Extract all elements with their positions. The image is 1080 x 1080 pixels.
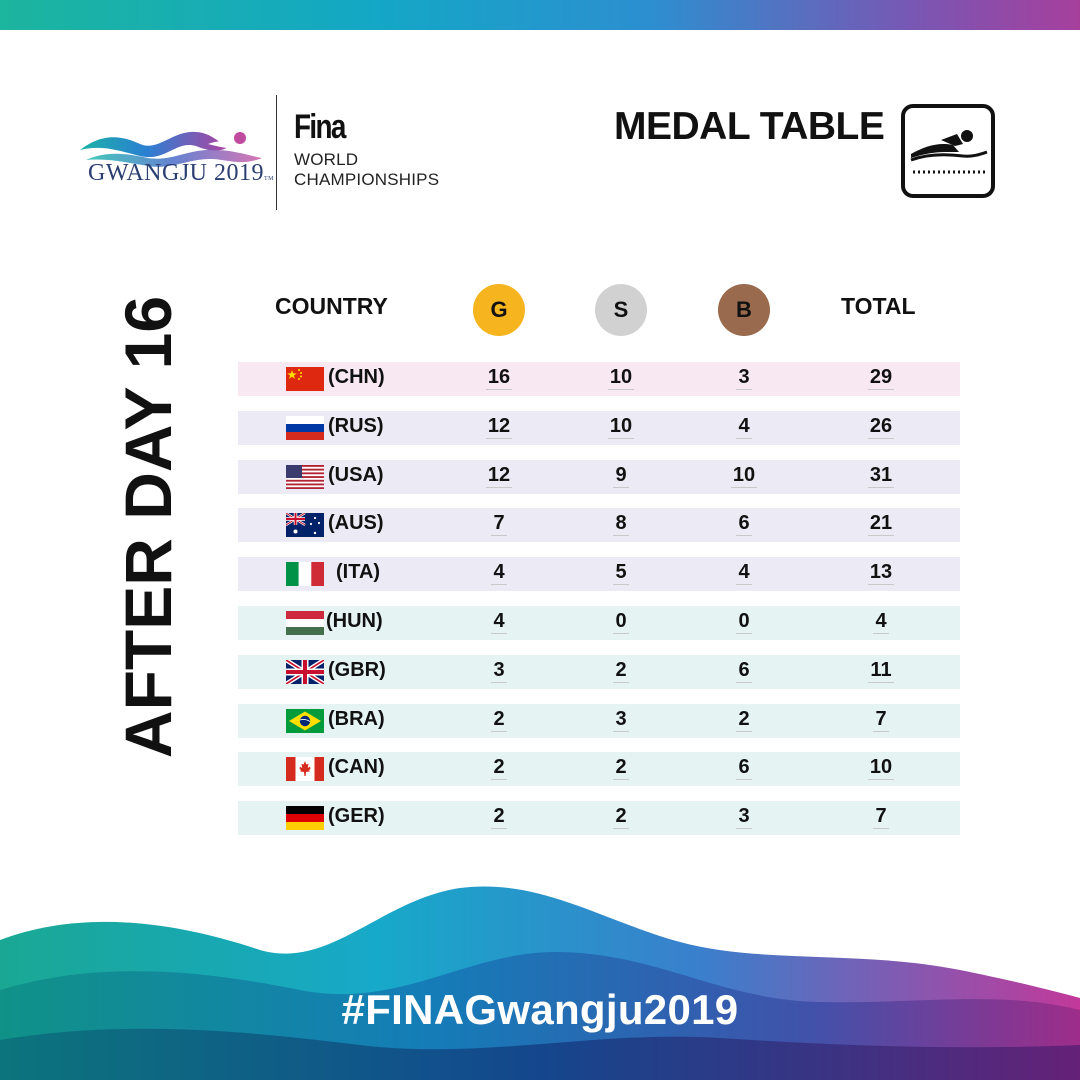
gold-count: 12 [485,415,513,439]
silver-medal-badge: S [595,284,647,336]
table-row: (HUN) 4 0 0 4 [238,606,960,640]
total-count: 21 [867,512,895,536]
total-count: 11 [868,659,894,683]
gold-count: 3 [491,659,507,683]
gold-count: 2 [491,805,507,829]
swimming-icon [910,130,988,174]
country-code: (RUS) [328,415,384,437]
hashtag: #FINAGwangju2019 [341,986,739,1033]
bronze-count: 0 [736,610,752,634]
bronze-count: 3 [736,805,752,829]
table-row: (BRA) 2 3 2 7 [238,704,960,738]
table-row: (CAN) 2 2 6 10 [238,752,960,786]
table-row: (RUS) 12 10 4 26 [238,411,960,445]
table-row: (CHN) 16 10 3 29 [238,362,960,396]
gwangju-logo: GWANGJU 2019TM [78,100,278,210]
country-column-header: COUNTRY [275,293,388,319]
silver-count: 0 [613,610,629,634]
fina-subtitle-line2: CHAMPIONSHIPS [294,170,440,189]
silver-count: 3 [613,708,629,732]
china-flag-icon [286,367,324,391]
total-count: 29 [867,366,895,390]
silver-count: 2 [613,659,629,683]
australia-flag-icon [286,513,324,537]
gold-count: 4 [491,610,507,634]
country-code: (BRA) [328,708,385,730]
silver-count: 5 [613,561,629,585]
italy-flag-icon [286,562,324,586]
gold-count: 7 [491,512,507,536]
silver-count: 8 [613,512,629,536]
country-code: (GER) [328,805,385,827]
gold-medal-badge: G [473,284,525,336]
silver-count: 9 [613,464,629,488]
swimming-icon-box [901,104,995,198]
bronze-count: 4 [736,415,752,439]
bronze-count: 10 [730,464,758,488]
table-row: (GBR) 3 2 6 11 [238,655,960,689]
total-count: 31 [867,464,895,488]
bronze-count: 4 [736,561,752,585]
silver-count: 10 [607,366,635,390]
country-code: (CAN) [328,756,385,778]
total-count: 7 [873,805,889,829]
country-code: (AUS) [328,512,384,534]
brazil-flag-icon [286,709,324,733]
bronze-count: 3 [736,366,752,390]
medal-table-header: COUNTRY G S B TOTAL [238,280,960,340]
after-day-label: AFTER DAY 16 [111,295,185,759]
usa-flag-icon [286,465,324,489]
total-count: 10 [867,756,895,780]
table-row: (ITA) 4 5 4 13 [238,557,960,591]
bronze-count: 6 [736,512,752,536]
bronze-count: 2 [736,708,752,732]
silver-count: 10 [607,415,635,439]
table-row: (AUS) 7 8 6 21 [238,508,960,542]
gold-count: 2 [491,708,507,732]
top-gradient-bar [0,0,1080,30]
total-column-header: TOTAL [841,293,916,319]
bottom-wave-decoration [0,886,1080,1080]
bronze-medal-badge: B [718,284,770,336]
fina-subtitle-line1: WORLD [294,150,359,169]
gold-count: 2 [491,756,507,780]
country-code: (ITA) [336,561,381,583]
table-row: (GER) 2 2 3 7 [238,801,960,835]
table-row: (USA) 12 9 10 31 [238,460,960,494]
logo-city-name: GWANGJU 2019TM [88,160,274,186]
logo-divider [276,95,277,210]
germany-flag-icon [286,806,324,830]
hungary-flag-icon [286,611,324,635]
total-count: 13 [867,561,895,585]
gold-count: 4 [491,561,507,585]
country-code: (GBR) [328,659,386,681]
country-code: (CHN) [328,366,385,388]
bronze-count: 6 [736,659,752,683]
page-title: MEDAL TABLE [614,105,885,148]
uk-flag-icon [286,660,324,684]
silver-count: 2 [613,756,629,780]
fina-logo: Fina [294,108,346,146]
gold-count: 16 [485,366,513,390]
country-code: (HUN) [326,610,383,632]
total-count: 7 [873,708,889,732]
silver-count: 2 [613,805,629,829]
wave-logo-icon [80,131,262,167]
total-count: 26 [867,415,895,439]
country-code: (USA) [328,464,384,486]
canada-flag-icon [286,757,324,781]
russia-flag-icon [286,416,324,440]
gold-count: 12 [485,464,513,488]
total-count: 4 [873,610,889,634]
bronze-count: 6 [736,756,752,780]
